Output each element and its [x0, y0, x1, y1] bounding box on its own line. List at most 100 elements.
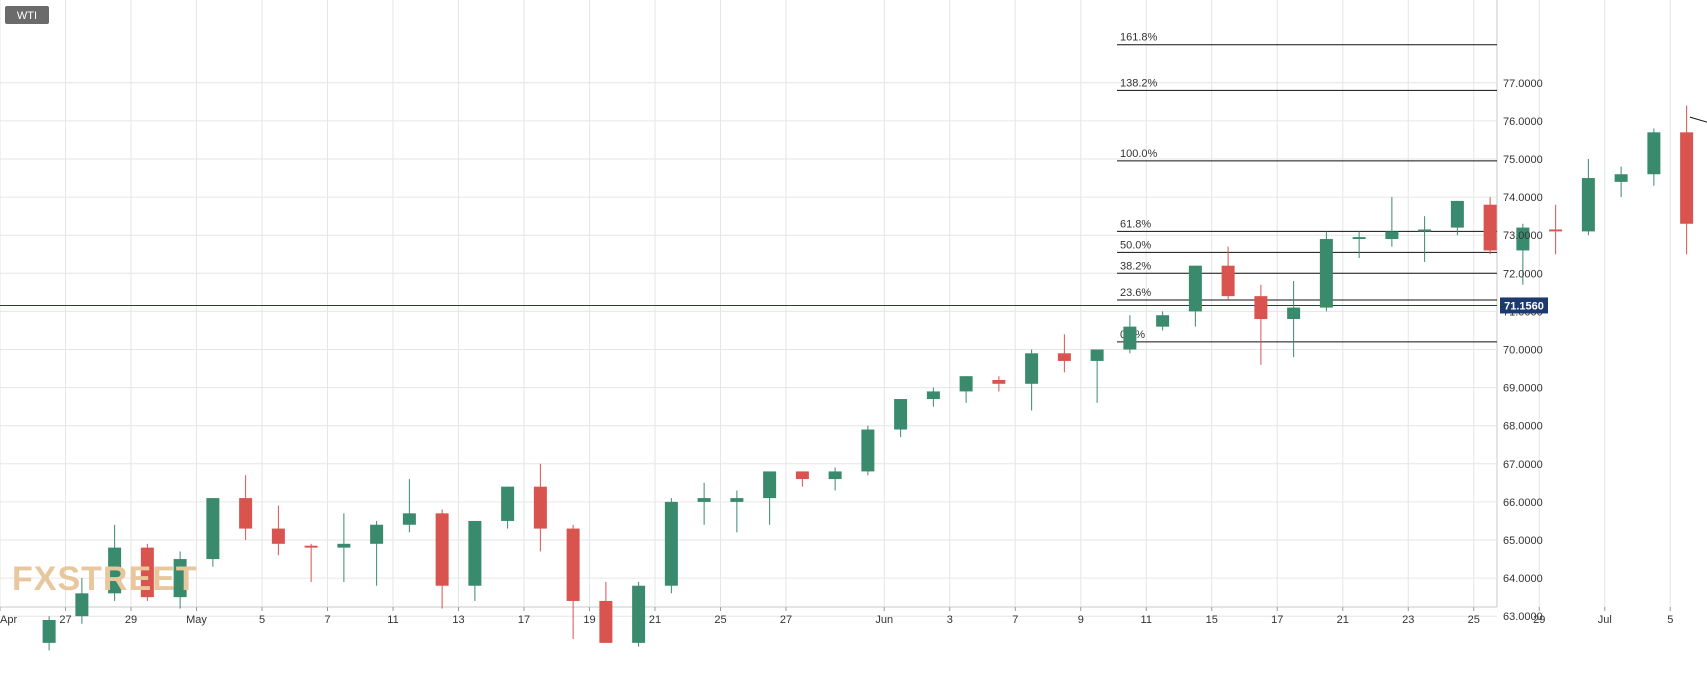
candle-body	[370, 524, 384, 544]
candle-body	[1549, 229, 1563, 232]
candle-body	[468, 520, 482, 586]
candle-bull	[337, 513, 351, 582]
candle-bear	[1254, 284, 1268, 365]
y-tick-label: 65.0000	[1503, 535, 1543, 547]
x-axis: Apr 27 29 May 5 7 11 13 17 19 21 25 27 Jun 3 7 9 11 15 17 21…	[0, 607, 1673, 626]
candle-body	[75, 593, 89, 617]
candle-body	[1254, 296, 1268, 320]
candle-body	[664, 501, 678, 586]
candle-body	[1516, 227, 1530, 251]
candle-body	[1156, 315, 1170, 327]
x-tick-label: Jul	[1598, 614, 1612, 626]
candle-body	[1025, 353, 1039, 384]
candle-body	[828, 471, 842, 480]
candle-bull	[730, 490, 744, 533]
candle-bull	[370, 520, 384, 586]
x-tick-label: 7	[324, 614, 330, 626]
fib-label: 23.6%	[1120, 287, 1151, 299]
x-tick-label: 3	[947, 614, 953, 626]
candle-body	[697, 498, 711, 502]
x-tick-label: 11	[1141, 614, 1152, 626]
candle-body	[1581, 178, 1595, 232]
candle-body	[566, 528, 580, 601]
candle-body	[271, 528, 285, 544]
y-tick-label: 73.0000	[1503, 230, 1543, 242]
x-tick-label: 5	[1667, 614, 1673, 626]
y-tick-label: 76.0000	[1503, 116, 1543, 128]
candle-body	[730, 498, 744, 502]
y-tick-label: 64.0000	[1503, 573, 1543, 585]
x-tick-label: 29	[1533, 614, 1545, 626]
watermark-logo: FXSTREET	[12, 560, 198, 598]
candle-body	[337, 543, 351, 548]
candle-body	[861, 429, 875, 472]
candle-bull	[468, 520, 482, 601]
x-tick-label: Apr	[0, 614, 17, 626]
y-tick-label: 66.0000	[1503, 497, 1543, 509]
x-tick-label: 27	[780, 614, 792, 626]
x-tick-label: 17	[518, 614, 530, 626]
candle-body	[304, 545, 318, 548]
candle-body	[1188, 265, 1202, 312]
candle-bull	[632, 581, 646, 647]
candle-bear	[140, 543, 154, 601]
candle-bull	[108, 524, 122, 601]
x-tick-label: 21	[1337, 614, 1349, 626]
candle-body	[1385, 231, 1399, 240]
candle-body	[926, 391, 940, 400]
candle-body	[1287, 307, 1301, 320]
fib-label: 38.2%	[1120, 260, 1151, 272]
candle-body	[140, 547, 154, 598]
candle-body	[632, 585, 646, 643]
candle-body	[206, 498, 220, 560]
symbol-label: WTI	[17, 10, 37, 22]
x-tick-label: Jun	[875, 614, 893, 626]
fib-label: 61.8%	[1120, 218, 1151, 230]
candle-bull	[42, 616, 56, 651]
symbol-badge-bg	[5, 6, 49, 24]
candle-bull	[1614, 166, 1628, 198]
fibonacci-levels: 161.8%138.2%100.0%61.8%50.0%38.2%23.6%0.…	[0, 32, 1497, 343]
candle-bull	[1025, 349, 1039, 411]
candle-bull	[1123, 315, 1137, 354]
candle-bull	[1581, 159, 1595, 236]
candle-body	[1680, 132, 1694, 224]
candle-body	[1418, 229, 1432, 232]
candles	[42, 105, 1694, 651]
candle-bull	[959, 376, 973, 403]
candle-bull	[763, 471, 777, 525]
y-tick-label: 69.0000	[1503, 383, 1543, 395]
candle-bull	[1647, 128, 1661, 186]
candle-bull	[861, 425, 875, 476]
x-tick-label: 17	[1271, 614, 1283, 626]
candle-body	[108, 547, 122, 594]
fib-label: 138.2%	[1120, 77, 1158, 89]
candle-bear	[435, 509, 449, 609]
candle-bull	[206, 498, 220, 567]
candle-body	[894, 399, 908, 430]
x-tick-label: 5	[259, 614, 265, 626]
y-tick-label: 67.0000	[1503, 459, 1543, 471]
candle-body	[239, 498, 253, 529]
candle-bull	[402, 479, 416, 533]
candle-bull	[1450, 200, 1464, 236]
candle-bear	[1057, 334, 1071, 373]
candle-body	[959, 376, 973, 392]
candle-bull	[828, 467, 842, 491]
candle-body	[1614, 174, 1628, 182]
candle-body	[173, 559, 187, 598]
x-tick-label: 25	[1468, 614, 1480, 626]
candle-bull	[1188, 265, 1202, 327]
x-tick-label: 9	[1078, 614, 1084, 626]
candle-body	[763, 471, 777, 499]
candle-body	[533, 486, 547, 529]
candle-bear	[1483, 197, 1497, 255]
y-tick-label: 72.0000	[1503, 268, 1543, 280]
candle-body	[599, 600, 613, 643]
symbol-badge[interactable]: WTI	[5, 6, 49, 24]
x-tick-label: 19	[583, 614, 595, 626]
x-tick-label: 11	[387, 614, 398, 626]
candle-body	[435, 513, 449, 586]
fib-label: 50.0%	[1120, 239, 1151, 251]
